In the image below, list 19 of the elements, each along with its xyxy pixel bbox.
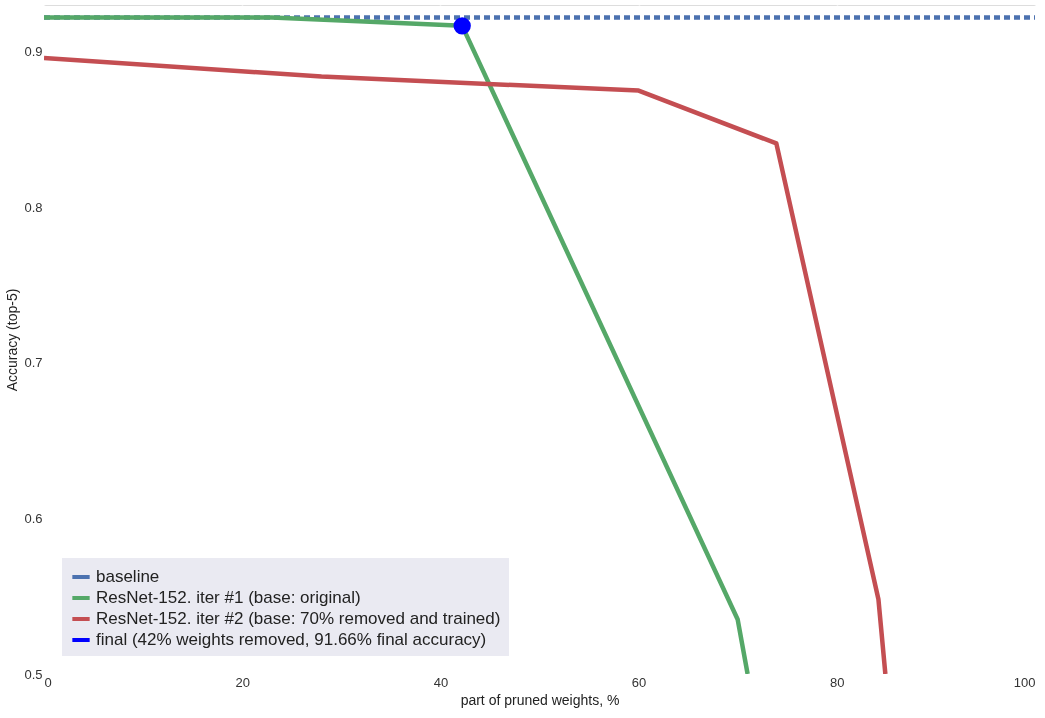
y-tick-label: 0.8: [24, 199, 43, 215]
x-tick-label: 0: [44, 674, 52, 690]
y-tick-label: 0.6: [24, 510, 43, 526]
legend-label: ResNet-152. iter #1 (base: original): [96, 588, 361, 607]
legend-label: final (42% weights removed, 91.66% final accuracy): [96, 630, 487, 649]
y-tick-label: 0.5: [24, 666, 43, 682]
x-tick-label: 60: [631, 674, 647, 690]
y-axis-title: Accuracy (top-5): [4, 288, 21, 392]
x-tick-label: 100: [1013, 674, 1036, 690]
y-tick-label: 0.9: [24, 44, 43, 60]
line-series: [44, 55, 888, 674]
x-tick-label: 20: [235, 674, 250, 690]
x-tick-label: 40: [433, 674, 449, 690]
line-series: [44, 15, 750, 674]
x-axis-title: part of pruned weights, %: [460, 691, 620, 708]
legend-label: ResNet-152. iter #2 (base: 70% removed and trained): [96, 609, 501, 628]
y-tick-label: 0.7: [24, 355, 43, 371]
x-tick-label: 80: [830, 674, 845, 690]
legend-label: baseline: [96, 567, 160, 586]
